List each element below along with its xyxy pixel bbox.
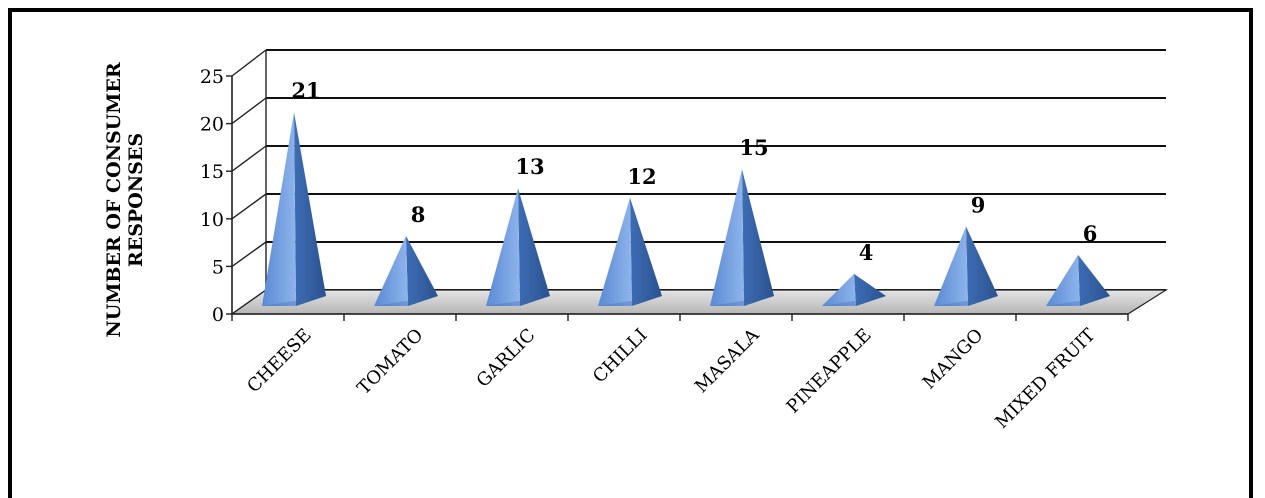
category-label: MANGO: [919, 325, 988, 394]
chart-floor: [230, 289, 1169, 315]
pyramid-base: [934, 296, 998, 306]
pyramid-face-right: [406, 235, 438, 306]
pyramid-face-front: [822, 273, 856, 306]
data-label: 9: [971, 192, 986, 217]
axis-text: 0 5 10 15 20 25 CHEESE TOMATO GARLIC CHILLI MASALA…: [103, 62, 1100, 433]
pyramid-face-right: [854, 273, 886, 306]
side-gridline: [231, 193, 267, 220]
pyramid-face-front: [486, 188, 520, 306]
side-gridline: [231, 49, 267, 77]
pyramid-face-front: [934, 226, 968, 306]
data-label: 13: [515, 154, 544, 179]
category-label: GARLIC: [473, 325, 540, 392]
pyramid-base: [374, 296, 438, 306]
y-tick-label: 15: [200, 161, 224, 183]
side-gridline: [231, 97, 267, 125]
gridlines: [231, 49, 1166, 315]
y-tick-label: 20: [200, 114, 224, 136]
axes: [226, 75, 1129, 321]
pyramid-base: [598, 296, 662, 306]
data-label: 4: [859, 240, 874, 265]
pyramid-face-right: [294, 112, 326, 306]
category-label: MIXED FRUIT: [991, 325, 1099, 433]
data-labels: 21 8 13 12 15 4 9 6: [291, 78, 1097, 265]
category-label: MASALA: [691, 324, 764, 397]
data-label: 21: [291, 78, 320, 103]
data-label: 6: [1083, 221, 1098, 246]
pyramid-base: [710, 296, 774, 306]
category-label: TOMATO: [353, 325, 427, 399]
floor-plane: [230, 289, 1169, 315]
chart-frame: [8, 8, 1253, 498]
data-label: 15: [739, 135, 768, 160]
pyramid-face-right: [518, 188, 550, 306]
pyramid-face-right: [966, 226, 998, 306]
pyramid-base: [1046, 296, 1110, 306]
category-label: PINEAPPLE: [783, 325, 876, 418]
side-gridline: [231, 241, 267, 267]
pyramid-face-front: [374, 235, 408, 306]
pyramid-series: [262, 112, 1110, 306]
y-tick-label: 5: [212, 256, 224, 278]
category-label: CHILLI: [589, 325, 652, 388]
data-label: 12: [627, 164, 656, 189]
pyramid-base: [822, 296, 886, 306]
category-label: CHEESE: [243, 325, 315, 397]
pyramid-face-right: [742, 169, 774, 306]
side-gridline: [231, 145, 267, 172]
y-tick-label: 0: [212, 304, 224, 326]
pyramid-face-front: [262, 112, 296, 306]
pyramid-face-right: [630, 197, 662, 306]
pyramid-face-right: [1078, 254, 1110, 306]
pyramid-face-front: [598, 197, 632, 306]
pyramid-face-front: [710, 169, 744, 306]
y-tick-label: 10: [200, 209, 224, 231]
pyramid-base: [486, 296, 550, 306]
data-label: 8: [411, 202, 426, 227]
pyramid-face-front: [1046, 254, 1080, 306]
y-axis-title-line: RESPONSES: [125, 133, 147, 267]
y-axis-title-line: NUMBER OF CONSUMER: [103, 62, 125, 337]
pyramid-base: [262, 296, 326, 306]
y-tick-label: 25: [200, 66, 224, 88]
